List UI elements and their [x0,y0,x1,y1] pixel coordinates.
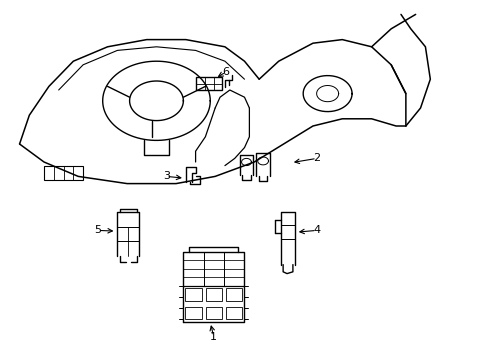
Bar [205,288,222,301]
Bar [225,307,242,319]
Bar [205,307,222,319]
Text: 3: 3 [163,171,169,181]
Bar [44,166,83,180]
Text: 6: 6 [222,67,229,77]
Text: 5: 5 [94,225,101,235]
Bar [225,288,242,301]
Text: 4: 4 [313,225,320,235]
Bar [185,307,201,319]
Text: 2: 2 [313,153,320,163]
Bar [185,288,201,301]
Bar [195,77,222,90]
Text: 1: 1 [210,332,217,342]
